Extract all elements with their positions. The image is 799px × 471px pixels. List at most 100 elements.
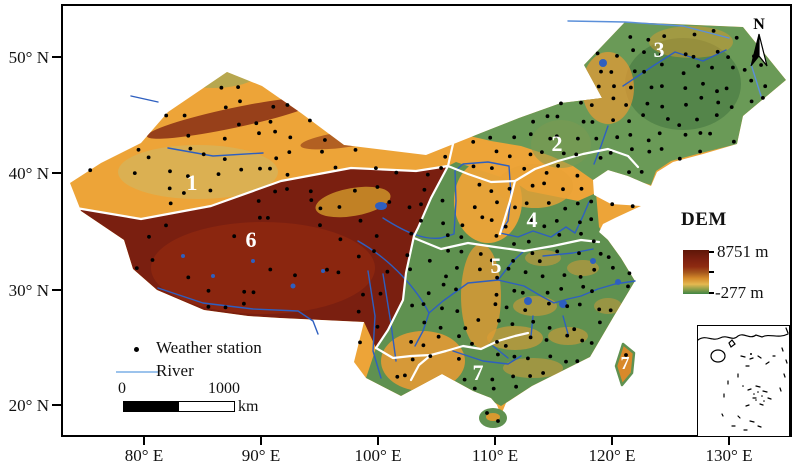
weather-station-dot — [480, 215, 485, 220]
weather-station-dot — [692, 32, 697, 37]
weather-station-dot — [309, 198, 314, 203]
weather-station-dot — [749, 78, 754, 83]
weather-station-dot — [422, 320, 427, 325]
weather-station-dot — [477, 182, 482, 187]
weather-station-dot — [427, 258, 432, 263]
lakes — [181, 59, 621, 308]
weather-station-dot — [575, 359, 580, 364]
weather-station-dot — [323, 138, 327, 142]
region-label-1: 1 — [187, 170, 198, 195]
weather-station-dot — [540, 150, 544, 155]
dem-color-ramp — [683, 250, 709, 294]
weather-station-dot — [565, 304, 570, 309]
river-line-icon — [116, 371, 158, 373]
weather-station-dot — [490, 377, 495, 382]
dem-tick-max — [709, 251, 714, 253]
weather-station-dot — [578, 275, 583, 279]
weather-station-dot — [274, 156, 279, 161]
weather-station-dot — [631, 48, 635, 53]
weather-station-dot-icon — [134, 347, 139, 352]
weather-station-dot — [504, 305, 509, 310]
weather-station-dot — [731, 65, 735, 70]
weather-station-dot — [548, 354, 553, 359]
y-axis-label-50N: 50° N — [8, 48, 49, 67]
weather-station-dot — [591, 239, 596, 244]
weather-station-dot — [490, 166, 494, 171]
weather-station-dot — [577, 302, 582, 307]
weather-station-dot — [387, 200, 392, 204]
weather-station-dot — [684, 102, 688, 107]
weather-station-dot — [445, 233, 450, 238]
weather-station-dot — [714, 113, 719, 117]
weather-station-dot — [242, 289, 247, 294]
weather-station-dot — [681, 71, 686, 76]
weather-station-dot — [547, 301, 551, 306]
weather-station-dot — [489, 258, 494, 263]
weather-station-dot — [512, 354, 517, 359]
weather-station-dot — [308, 189, 313, 194]
weather-station-dot — [496, 419, 500, 423]
weather-station-dot — [168, 169, 172, 174]
weather-station-dot — [512, 288, 517, 293]
scale-bar-start-label: 0 — [118, 380, 126, 397]
weather-station-dot — [268, 267, 273, 272]
weather-station-dot — [608, 151, 613, 155]
weather-station-dot — [407, 205, 412, 210]
weather-station-dot — [575, 173, 580, 178]
weather-station-dot — [201, 152, 206, 157]
x-axis-label-130E: 130° E — [705, 446, 753, 465]
region-label-7-taiwan: 7 — [621, 353, 630, 373]
weather-station-dot — [440, 198, 445, 203]
weather-station-dot — [579, 100, 583, 105]
weather-station-dot — [589, 341, 594, 345]
weather-station-dot — [496, 318, 501, 323]
weather-station-dot — [542, 181, 546, 186]
weather-station-dot — [254, 121, 259, 126]
weather-station-dot — [589, 199, 594, 204]
weather-station-dot — [557, 233, 562, 237]
weather-station-dot — [715, 89, 719, 94]
weather-station-dot — [443, 154, 448, 159]
weather-station-dot — [273, 189, 277, 194]
weather-station-dot — [555, 249, 560, 254]
weather-station-dot — [223, 105, 228, 110]
weather-station-dot — [285, 187, 289, 191]
weather-station-dot — [626, 284, 630, 289]
weather-station-dot — [186, 275, 191, 280]
weather-station-dot — [471, 140, 476, 144]
weather-station-dot — [232, 234, 237, 239]
weather-station-dot — [677, 123, 682, 127]
weather-station-dot — [503, 224, 508, 229]
weather-station-dot — [273, 129, 277, 134]
weather-station-dot — [590, 289, 594, 294]
weather-station-dot — [395, 374, 400, 379]
weather-station-dot — [186, 133, 191, 138]
weather-station-dot — [444, 274, 448, 279]
weather-station-dot — [410, 357, 415, 362]
x-axis-label-90E: 90° E — [241, 446, 281, 465]
weather-station-dot — [641, 113, 645, 117]
weather-station-dot — [598, 156, 603, 160]
dem-tick-min — [709, 292, 714, 294]
x-axis-label-110E: 110° E — [471, 446, 519, 465]
weather-station-dot — [546, 201, 551, 205]
region-label-4: 4 — [527, 207, 538, 232]
weather-station-dot — [182, 113, 187, 118]
weather-station-dot — [559, 101, 563, 106]
weather-station-dot — [308, 118, 312, 123]
weather-station-dot — [239, 167, 244, 172]
weather-station-dot — [696, 64, 701, 68]
weather-station-dot — [574, 152, 579, 157]
weather-station-dot — [759, 63, 763, 67]
weather-station-dot — [337, 205, 342, 209]
weather-station-dot — [320, 149, 324, 154]
x-tick-90E — [260, 437, 262, 445]
y-tick-20N — [52, 404, 61, 406]
scale-bar-graphic — [123, 401, 235, 412]
weather-station-dot — [592, 267, 597, 272]
weather-station-dot — [374, 234, 379, 238]
weather-station-key-label: Weather station — [156, 338, 262, 357]
weather-station-dot — [457, 334, 461, 339]
weather-station-dot — [268, 119, 273, 124]
weather-station-dot — [496, 352, 500, 357]
